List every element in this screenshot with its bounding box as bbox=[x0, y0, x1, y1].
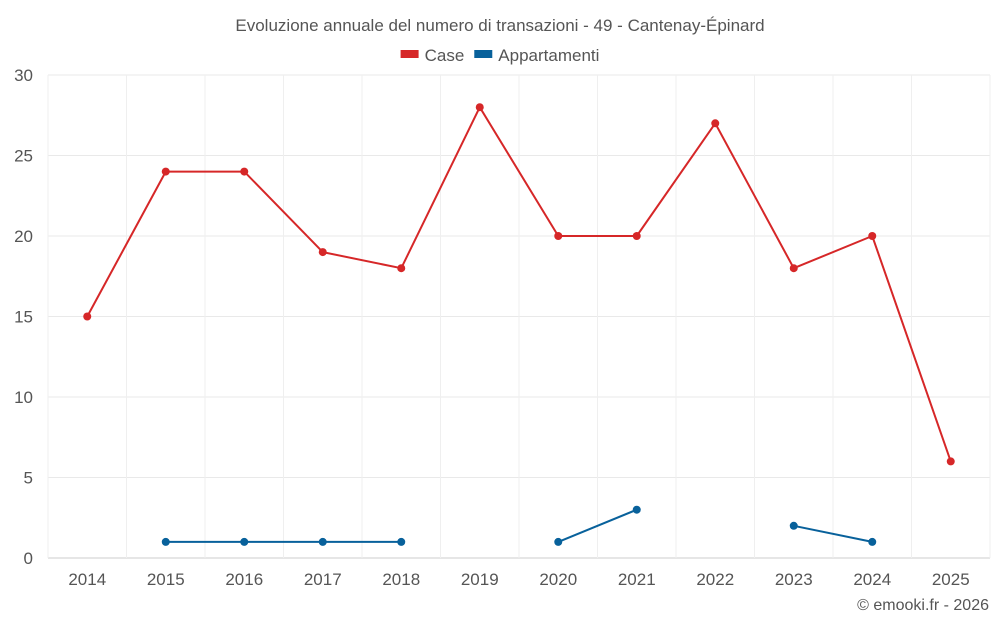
data-point[interactable] bbox=[946, 457, 955, 466]
data-point[interactable] bbox=[632, 505, 641, 514]
legend-label: Appartamenti bbox=[498, 46, 599, 65]
series-line bbox=[557, 508, 638, 543]
x-tick-label: 2016 bbox=[225, 570, 263, 589]
legend-item-appartamenti[interactable]: Appartamenti bbox=[474, 46, 599, 65]
series-layer bbox=[83, 103, 955, 546]
data-point[interactable] bbox=[161, 537, 170, 546]
chart-grid bbox=[47, 74, 991, 559]
y-tick-label: 25 bbox=[14, 147, 33, 166]
legend-label: Case bbox=[425, 46, 465, 65]
legend-item-case[interactable]: Case bbox=[400, 46, 465, 65]
data-point[interactable] bbox=[632, 232, 641, 240]
data-point[interactable] bbox=[240, 537, 249, 546]
legend-swatch bbox=[474, 50, 493, 58]
data-point[interactable] bbox=[240, 167, 249, 176]
data-point[interactable] bbox=[789, 264, 798, 273]
x-tick-label: 2014 bbox=[68, 570, 106, 589]
data-point[interactable] bbox=[318, 248, 327, 257]
series-line bbox=[86, 106, 952, 462]
y-tick-label: 30 bbox=[14, 66, 33, 85]
x-tick-label: 2022 bbox=[696, 570, 734, 589]
x-tick-label: 2017 bbox=[304, 570, 342, 589]
x-tick-label: 2019 bbox=[461, 570, 499, 589]
data-point[interactable] bbox=[161, 167, 170, 176]
y-tick-label: 0 bbox=[24, 549, 33, 568]
y-tick-label: 10 bbox=[14, 388, 33, 407]
series-line bbox=[793, 524, 873, 543]
series-case bbox=[83, 103, 955, 466]
x-axis: 2014 2015 2016 2017 2018 2019 2020 2021 2022 2023… bbox=[68, 570, 969, 589]
chart-credit: © emooki.fr - 2026 bbox=[857, 597, 989, 614]
legend-swatch bbox=[400, 50, 419, 58]
chart-title: Evoluzione annuale del numero di transaz… bbox=[235, 16, 764, 35]
y-tick-label: 20 bbox=[14, 227, 33, 246]
y-tick-label: 15 bbox=[14, 308, 33, 327]
data-point[interactable] bbox=[711, 119, 720, 128]
x-tick-label: 2024 bbox=[853, 570, 891, 589]
data-point[interactable] bbox=[475, 103, 484, 112]
data-point[interactable] bbox=[554, 232, 563, 240]
data-point[interactable] bbox=[554, 537, 563, 546]
data-point[interactable] bbox=[789, 521, 798, 530]
x-tick-label: 2015 bbox=[147, 570, 185, 589]
series-appartamenti bbox=[161, 505, 877, 546]
x-tick-label: 2018 bbox=[382, 570, 420, 589]
x-tick-label: 2023 bbox=[775, 570, 813, 589]
data-point[interactable] bbox=[318, 537, 327, 546]
y-tick-label: 5 bbox=[24, 469, 33, 488]
x-tick-label: 2020 bbox=[539, 570, 577, 589]
x-tick-label: 2021 bbox=[618, 570, 656, 589]
data-point[interactable] bbox=[868, 232, 877, 240]
data-point[interactable] bbox=[868, 537, 877, 546]
y-axis: 0 5 10 15 20 25 30 bbox=[14, 66, 33, 568]
chart-legend: Case Appartamenti bbox=[400, 46, 599, 65]
data-point[interactable] bbox=[397, 537, 406, 546]
data-point[interactable] bbox=[397, 264, 406, 273]
x-tick-label: 2025 bbox=[932, 570, 970, 589]
data-point[interactable] bbox=[83, 312, 92, 321]
